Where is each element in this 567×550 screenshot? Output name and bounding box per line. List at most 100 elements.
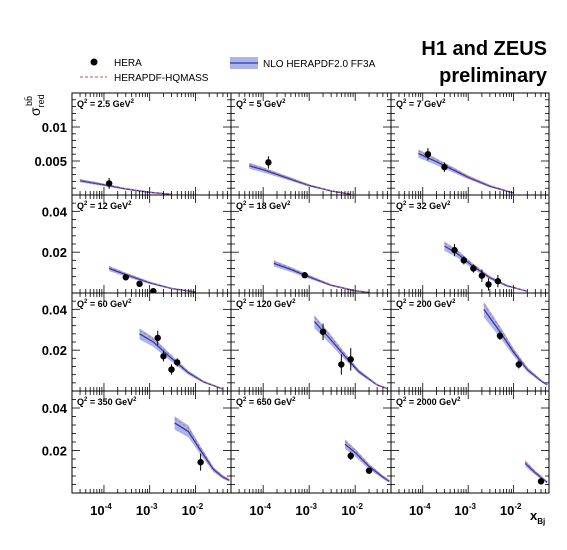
- x-axis-title: xBj: [530, 508, 545, 526]
- nlo-band: [483, 301, 548, 386]
- data-point: [168, 366, 175, 373]
- x-tick-label: 10-4: [90, 502, 112, 518]
- data-point: [537, 478, 545, 485]
- nlo-curve: [418, 152, 514, 194]
- panel-q2-label: Q2 = 2000 GeV2: [396, 397, 461, 407]
- panel-plot-area: [174, 416, 230, 482]
- nlo-curve: [273, 262, 370, 293]
- data-point: [154, 334, 161, 342]
- panel-q2-5: Q2 = 5 GeV2: [230, 92, 392, 196]
- legend-hera-marker: [90, 58, 98, 66]
- data-point: [105, 180, 113, 187]
- legend-nlo-label: NLO HERAPDF2.0 FF3A: [263, 59, 376, 70]
- x-tick-label: 10-2: [500, 502, 522, 518]
- nlo-band: [418, 149, 514, 194]
- data-point: [494, 277, 502, 285]
- hqmass-curve: [273, 261, 370, 293]
- y-tick-label: 0.005: [34, 154, 67, 169]
- panel-plot-area: [79, 178, 172, 195]
- panel-q2-label: Q2 = 120 GeV2: [236, 299, 296, 309]
- panel-plot-area: [444, 241, 528, 293]
- data-point: [460, 257, 467, 264]
- panel-plot-area: [249, 156, 351, 195]
- x-tick-label: 10-3: [136, 502, 158, 518]
- data-point: [122, 274, 129, 281]
- panel-grid: Q2 = 2.5 GeV2 0.005 0.01 Q2 = 5 GeV2 Q2 = 7 …: [34, 92, 550, 518]
- data-point: [197, 458, 204, 466]
- y-tick-label: 0.04: [42, 204, 68, 219]
- legend-hqmass-label: HERAPDF-HQMASS: [114, 73, 209, 84]
- hqmass-curve: [249, 163, 351, 195]
- data-point: [150, 287, 157, 293]
- data-point: [160, 353, 167, 360]
- y-tick-label: 0.02: [42, 444, 67, 459]
- data-point: [451, 246, 458, 254]
- experiment-title-line1: H1 and ZEUS: [421, 38, 547, 60]
- y-tick-label: 0.04: [42, 302, 68, 317]
- data-point: [496, 332, 504, 340]
- panel-q2-12: Q2 = 12 GeV2 0.02 0.04: [42, 194, 232, 294]
- panel-plot-area: [524, 460, 548, 485]
- x-tick-label: 10-3: [295, 502, 317, 518]
- nlo-band: [174, 416, 230, 482]
- panel-q2-label: Q2 = 12 GeV2: [77, 201, 132, 211]
- y-axis-title: σred bb̄: [24, 94, 46, 116]
- x-tick-label: 10-2: [341, 502, 363, 518]
- hqmass-curve: [314, 317, 388, 389]
- x-title-sub: Bj: [537, 517, 545, 526]
- panel-plot-area: [483, 301, 548, 386]
- nlo-band: [249, 162, 351, 195]
- panel-q2-18: Q2 = 18 GeV2: [230, 194, 392, 294]
- svg-text:σred: σred: [27, 94, 46, 116]
- legend: HERA HERAPDF-HQMASS NLO HERAPDF2.0 FF3A: [80, 57, 376, 84]
- hqmass-curve: [80, 179, 172, 195]
- hqmass-curve: [524, 461, 548, 483]
- data-point: [265, 159, 272, 166]
- hqmass-curve: [483, 304, 548, 385]
- panel-plot-area: [313, 314, 388, 390]
- panel-q2-label: Q2 = 200 GeV2: [396, 299, 456, 309]
- panel-q2-350: Q2 = 350 GeV2 0.02 0.04 10-4 10-3 10-2: [42, 390, 232, 518]
- svg-text:xBj: xBj: [530, 508, 545, 526]
- data-point: [365, 467, 373, 474]
- panel-q2-120: Q2 = 120 GeV2: [230, 292, 392, 392]
- y-title-sup: bb̄: [24, 96, 34, 106]
- panel-q2-label: Q2 = 7 GeV2: [396, 99, 446, 109]
- panel-q2-650: Q2 = 650 GeV2 10-4 10-3 10-2: [230, 390, 392, 518]
- y-tick-label: 0.02: [42, 343, 67, 358]
- data-point: [338, 361, 345, 368]
- hqmass-curve: [174, 418, 230, 480]
- panel-q2-7: Q2 = 7 GeV2: [390, 92, 550, 196]
- y-tick-label: 0.01: [42, 120, 67, 135]
- legend-hera-label: HERA: [114, 58, 142, 69]
- data-point: [441, 163, 448, 171]
- data-point: [485, 281, 492, 288]
- data-point: [347, 356, 354, 363]
- panel-q2-2.5: Q2 = 2.5 GeV2 0.005 0.01: [34, 92, 232, 196]
- hqmass-curve: [418, 150, 514, 194]
- data-point: [174, 359, 181, 366]
- data-point: [478, 272, 486, 279]
- panel-q2-label: Q2 = 5 GeV2: [236, 99, 286, 109]
- panel-plot-area: [139, 328, 224, 390]
- data-point: [470, 265, 477, 272]
- panel-q2-label: Q2 = 18 GeV2: [236, 201, 291, 211]
- y-title-sub: red: [36, 94, 46, 107]
- nlo-curve: [524, 462, 548, 483]
- nlo-band: [139, 328, 223, 390]
- y-tick-label: 0.04: [42, 401, 68, 416]
- x-title-main: x: [530, 508, 538, 523]
- panel-q2-200: Q2 = 200 GeV2: [390, 292, 550, 392]
- data-point: [136, 280, 143, 288]
- nlo-curve: [249, 165, 351, 195]
- panel-plot-area: [273, 260, 370, 293]
- panel-q2-label: Q2 = 32 GeV2: [396, 201, 451, 211]
- x-tick-label: 10-4: [249, 502, 271, 518]
- panel-q2-label: Q2 = 60 GeV2: [77, 299, 132, 309]
- data-point: [424, 151, 432, 158]
- panel-plot-area: [418, 148, 514, 194]
- panel-q2-32: Q2 = 32 GeV2: [390, 194, 550, 294]
- nlo-curve: [344, 443, 390, 482]
- panel-q2-label: Q2 = 350 GeV2: [77, 397, 137, 407]
